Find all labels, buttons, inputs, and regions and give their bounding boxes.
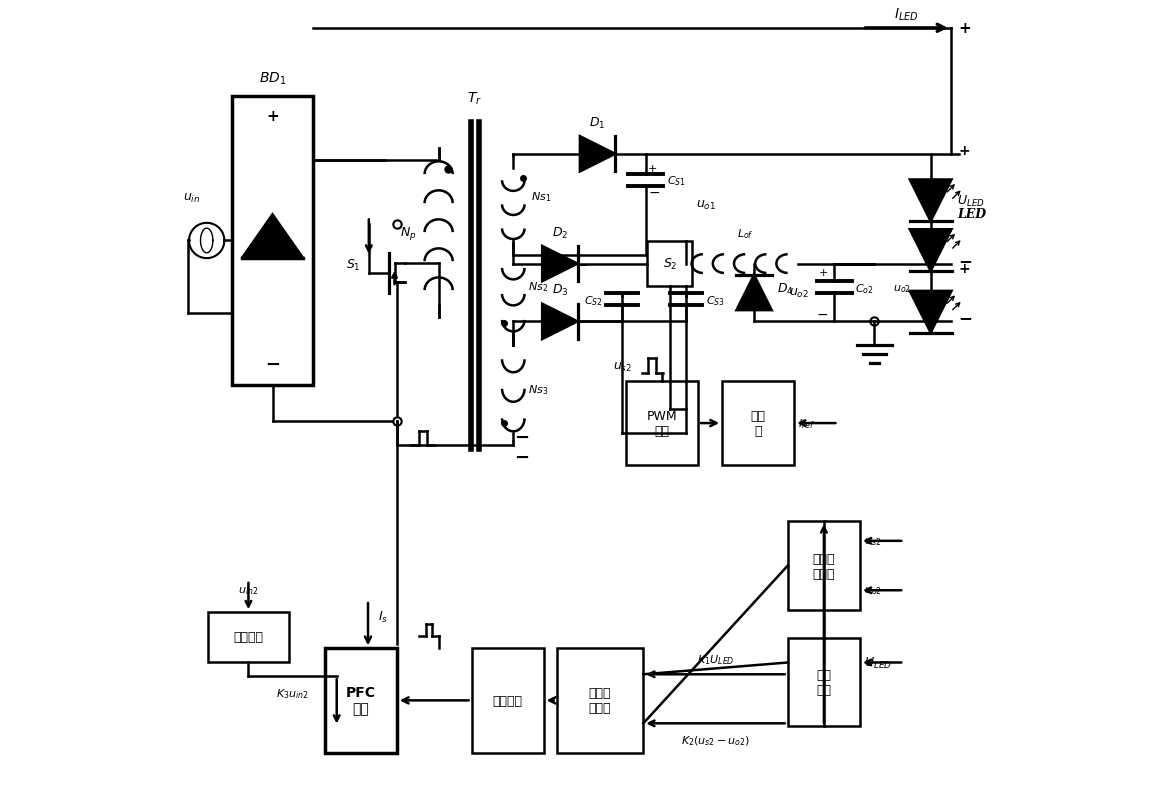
Text: 电压补
偿环路: 电压补 偿环路 xyxy=(589,687,611,715)
Polygon shape xyxy=(542,247,578,282)
Text: −: − xyxy=(264,356,280,373)
Text: +: + xyxy=(266,109,278,124)
Text: −: − xyxy=(514,449,529,467)
FancyBboxPatch shape xyxy=(471,648,544,752)
FancyBboxPatch shape xyxy=(557,648,643,752)
Polygon shape xyxy=(910,230,952,271)
Text: −: − xyxy=(959,251,973,269)
Text: $u_{o2}$: $u_{o2}$ xyxy=(864,585,882,597)
Text: $u_{o1}$: $u_{o1}$ xyxy=(696,198,716,212)
Text: $I_{LED}$: $I_{LED}$ xyxy=(894,6,919,23)
Text: −: − xyxy=(817,307,828,321)
Text: $K_1U_{LED}$: $K_1U_{LED}$ xyxy=(696,653,735,666)
Text: $D_1$: $D_1$ xyxy=(589,116,605,131)
Text: PWM
生成: PWM 生成 xyxy=(647,410,677,438)
Text: +: + xyxy=(959,144,970,157)
FancyBboxPatch shape xyxy=(325,648,397,752)
Text: $K_3u_{in2}$: $K_3u_{in2}$ xyxy=(276,686,310,700)
FancyBboxPatch shape xyxy=(232,97,313,385)
Text: $K_2(u_{s2}-u_{o2})$: $K_2(u_{s2}-u_{o2})$ xyxy=(680,734,751,748)
Text: $C_{o2}$: $C_{o2}$ xyxy=(855,281,874,296)
FancyBboxPatch shape xyxy=(788,522,860,610)
Text: $u_{in}$: $u_{in}$ xyxy=(182,191,200,205)
Text: $C_{S3}$: $C_{S3}$ xyxy=(706,293,725,308)
Text: +: + xyxy=(959,21,971,36)
Text: $U_{LED}$: $U_{LED}$ xyxy=(864,655,892,671)
Polygon shape xyxy=(580,137,616,172)
Text: $T_r$: $T_r$ xyxy=(468,90,483,107)
Text: 光耦隔离: 光耦隔离 xyxy=(493,694,523,707)
Text: $u_{o2}$: $u_{o2}$ xyxy=(893,283,910,294)
FancyBboxPatch shape xyxy=(722,381,795,466)
Text: $U_{LED}$: $U_{LED}$ xyxy=(957,194,985,209)
Text: 分压
电路: 分压 电路 xyxy=(817,668,832,696)
Text: −: − xyxy=(648,186,660,200)
Text: $u_{s2}$: $u_{s2}$ xyxy=(613,361,632,373)
Polygon shape xyxy=(241,214,304,259)
Polygon shape xyxy=(910,291,952,333)
Text: $D_3$: $D_3$ xyxy=(552,283,568,298)
Text: $L_{of}$: $L_{of}$ xyxy=(737,226,753,240)
Text: $C_{S1}$: $C_{S1}$ xyxy=(666,173,686,188)
FancyBboxPatch shape xyxy=(647,242,692,287)
Text: $u_{o2}$: $u_{o2}$ xyxy=(789,287,808,300)
Text: 分压电阻: 分压电阻 xyxy=(233,630,263,644)
Text: $I_s$: $I_s$ xyxy=(378,609,388,624)
Text: +: + xyxy=(648,164,657,174)
Polygon shape xyxy=(737,275,772,311)
Text: +: + xyxy=(819,267,828,277)
Text: $Ns_2$: $Ns_2$ xyxy=(528,279,547,293)
Text: $D_2$: $D_2$ xyxy=(552,225,568,240)
Text: $u_{ln2}$: $u_{ln2}$ xyxy=(238,585,259,597)
Polygon shape xyxy=(910,180,952,222)
Text: $u_{s2}$: $u_{s2}$ xyxy=(864,536,881,547)
Text: $S_2$: $S_2$ xyxy=(663,257,677,271)
Text: $S_1$: $S_1$ xyxy=(346,258,360,273)
FancyBboxPatch shape xyxy=(626,381,698,466)
Text: $C_{S2}$: $C_{S2}$ xyxy=(583,293,603,308)
Text: $I_{ref}$: $I_{ref}$ xyxy=(798,417,815,430)
Polygon shape xyxy=(542,304,578,340)
Text: $D_4$: $D_4$ xyxy=(776,282,793,296)
Text: $BD_1$: $BD_1$ xyxy=(259,71,286,88)
Text: −: − xyxy=(514,429,529,446)
FancyBboxPatch shape xyxy=(208,613,289,662)
Text: $Ns_3$: $Ns_3$ xyxy=(528,382,549,396)
Text: $Ns_1$: $Ns_1$ xyxy=(531,190,551,204)
Text: +: + xyxy=(959,261,970,275)
Text: $N_p$: $N_p$ xyxy=(400,224,416,242)
Text: 差分采
样电路: 差分采 样电路 xyxy=(813,552,835,580)
Text: −: − xyxy=(959,309,973,327)
Text: PFC
模块: PFC 模块 xyxy=(345,686,375,715)
Text: LED: LED xyxy=(957,208,986,221)
Text: 电流
环: 电流 环 xyxy=(751,410,766,438)
Text: −: − xyxy=(575,258,588,273)
FancyBboxPatch shape xyxy=(788,638,860,726)
